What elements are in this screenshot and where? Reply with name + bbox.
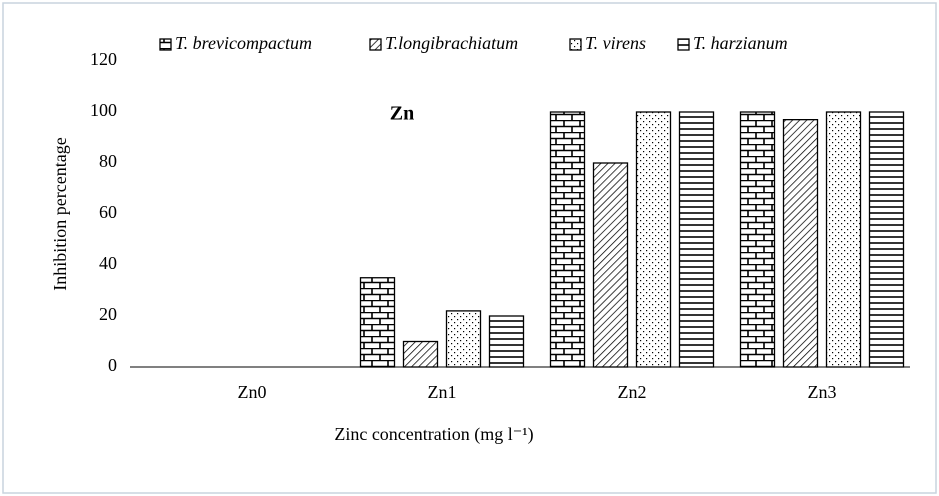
y-tick-label: 20 (99, 304, 117, 324)
bar (782, 119, 819, 368)
legend-marker (569, 38, 582, 51)
y-tick-label: 120 (90, 49, 117, 69)
bar (402, 340, 439, 368)
bar (739, 111, 776, 368)
x-tick-label: Zn0 (238, 382, 267, 402)
bar (868, 111, 905, 368)
bar (488, 315, 525, 368)
x-axis-label: Zinc concentration (mg l⁻¹) (334, 424, 533, 445)
x-tick-label: Zn1 (428, 382, 457, 402)
legend-label: T. virens (585, 33, 646, 53)
annotation: Zn (390, 103, 414, 125)
y-tick-label: 60 (99, 202, 117, 222)
y-tick-label: 100 (90, 100, 117, 120)
legend-label: T. brevicompactum (175, 33, 312, 53)
legend-label: T.longibrachiatum (385, 33, 518, 53)
bar (678, 111, 715, 368)
bar (825, 111, 862, 368)
legend-marker (159, 38, 172, 51)
bar (635, 111, 672, 368)
bar (592, 162, 629, 368)
legend-label: T. harzianum (693, 33, 788, 53)
y-axis-label: Inhibition percentage (50, 137, 70, 290)
legend-marker (369, 38, 382, 51)
y-tick-label: 0 (108, 355, 117, 375)
x-tick-label: Zn2 (618, 382, 647, 402)
legend-marker (677, 38, 690, 51)
bar (359, 277, 396, 368)
x-tick-label: Zn3 (808, 382, 837, 402)
bar (445, 310, 482, 368)
y-tick-label: 40 (99, 253, 117, 273)
y-tick-label: 80 (99, 151, 117, 171)
bar (549, 111, 586, 368)
